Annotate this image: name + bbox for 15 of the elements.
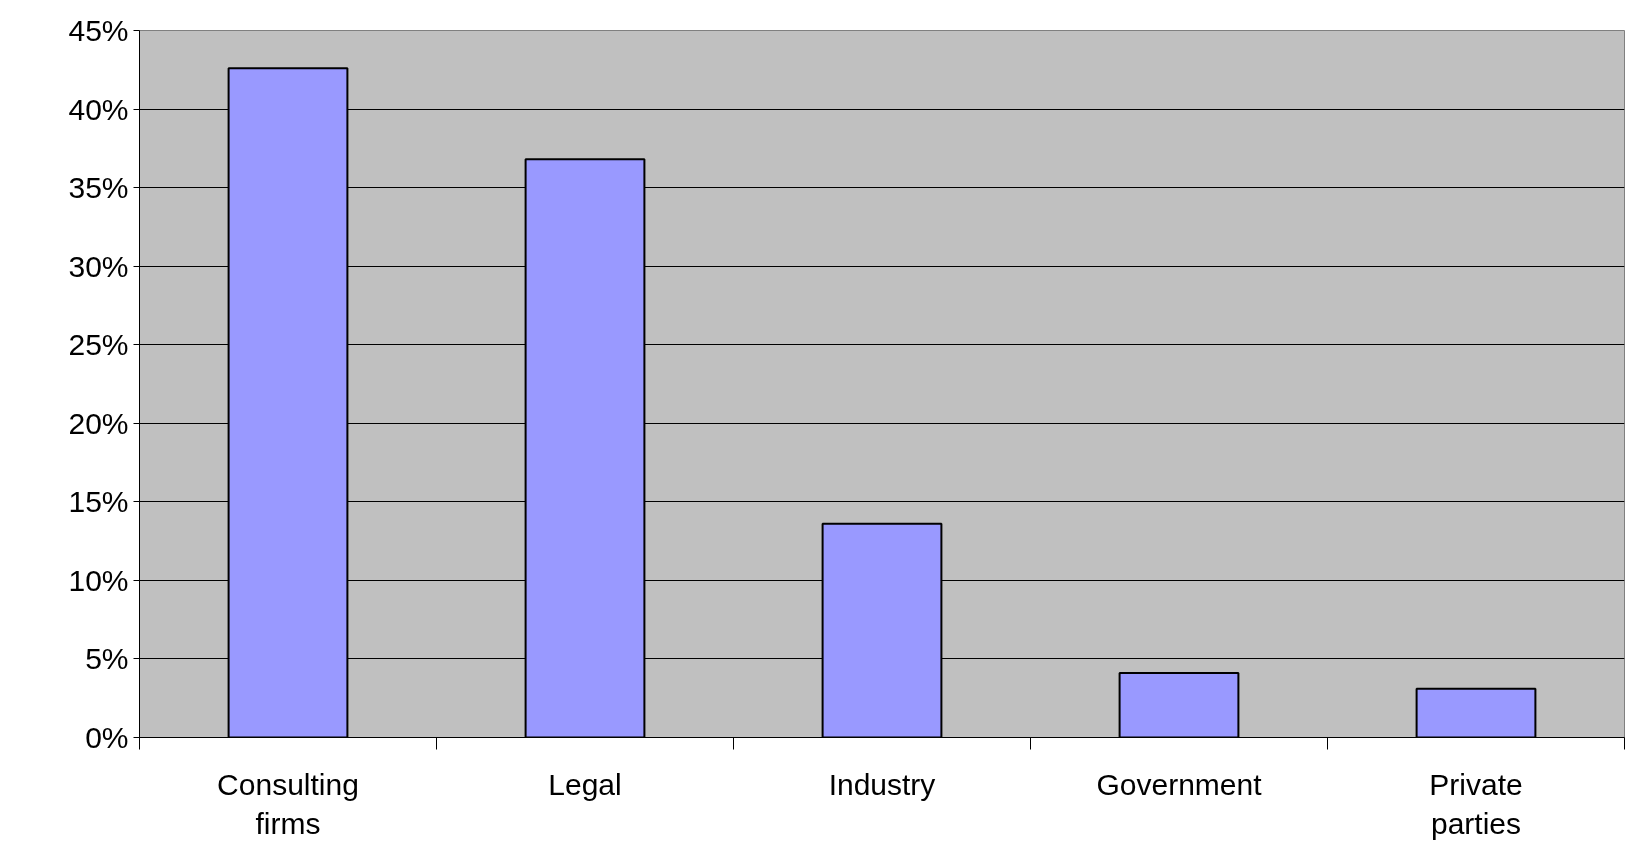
y-tick-label: 10% [68,563,129,597]
x-tick-label: Consulting firms [217,767,359,841]
y-tick-label: 0% [85,721,129,754]
y-tick-label: 30% [68,249,129,283]
y-tick-label: 25% [68,328,129,362]
y-tick-label: 15% [68,485,129,519]
y-tick-label: 35% [68,171,129,205]
x-tick-label: Private parties [1429,767,1523,841]
x-tick-label: Legal [548,767,622,801]
y-tick-label: 40% [68,92,129,126]
y-tick-label: 45% [68,14,129,47]
x-tick-label: Industry [828,767,936,801]
x-tick-label: Government [1096,767,1263,801]
y-tick-label: 20% [68,406,129,440]
y-tick-label: 5% [85,642,129,676]
